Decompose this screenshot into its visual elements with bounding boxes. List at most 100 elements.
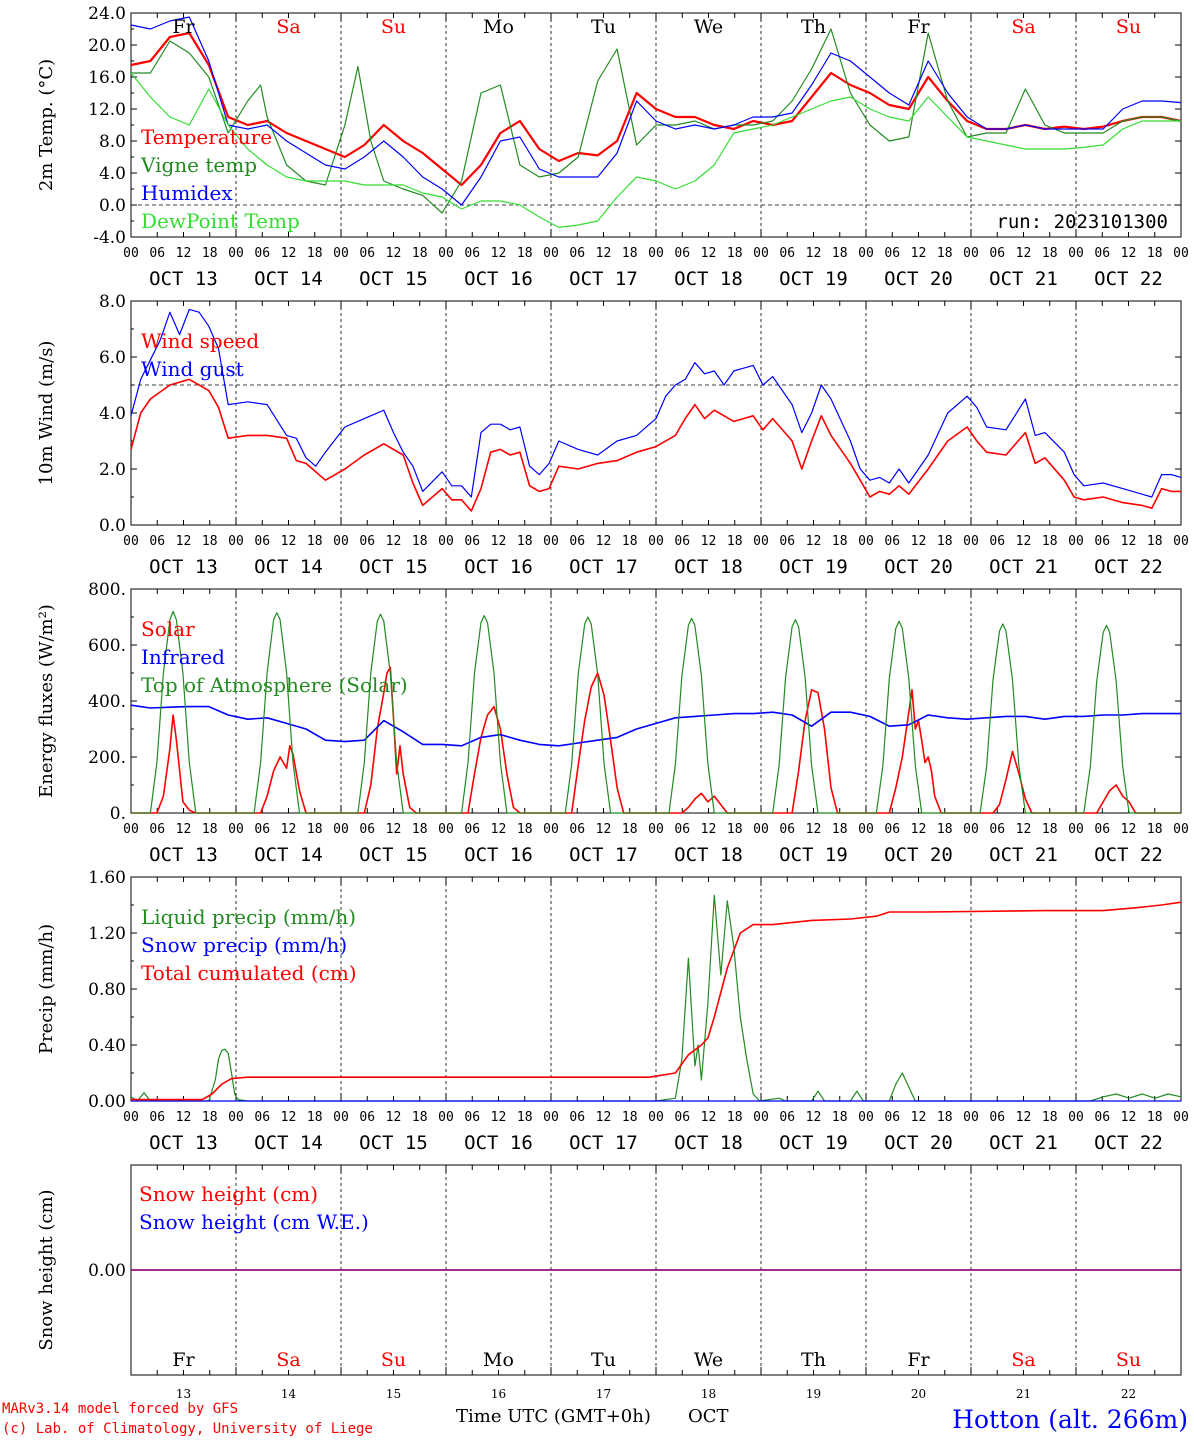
hour-tick-label: 00	[963, 246, 979, 261]
weekday-label: We	[694, 1349, 723, 1371]
copyright: (c) Lab. of Climatology, University of L…	[2, 1421, 373, 1437]
hour-tick-label: 18	[517, 534, 533, 549]
hour-tick-label: 00	[858, 534, 874, 549]
y-tick-label: 0.0	[99, 196, 126, 216]
series-line-vigne-temp	[131, 28, 1182, 214]
weekday-label: Tu	[591, 1349, 616, 1371]
panel-1: -4.0 0.0 4.0 8.0 12.0 16.0 20.0 24.0 2m Temp. (°…	[36, 4, 1189, 290]
hour-tick-label: 18	[307, 822, 323, 837]
hour-tick-label: 06	[779, 534, 795, 549]
x-axis-label: Time UTC (GMT+0h)	[456, 1406, 651, 1427]
hour-tick-label: 00	[1173, 1110, 1189, 1125]
hour-tick-label: 12	[176, 534, 192, 549]
hour-tick-label: 00	[1068, 1110, 1084, 1125]
date-label: OCT 21	[989, 556, 1058, 578]
date-label: OCT 20	[884, 556, 953, 578]
hour-tick-label: 12	[911, 246, 927, 261]
legend-entry: Liquid precip (mm/h)	[141, 905, 356, 929]
panel-4: 0.00 0.40 0.80 1.20 1.60 Precip (mm/h) 00 06 12 1…	[36, 868, 1189, 1154]
station-label: Hotton (alt. 266m)	[952, 1405, 1188, 1434]
hour-tick-label: 12	[386, 822, 402, 837]
date-label: OCT 17	[569, 1132, 638, 1154]
hour-tick-label: 00	[753, 534, 769, 549]
hour-tick-label: 06	[359, 534, 375, 549]
weekday-label: Su	[381, 1349, 406, 1371]
hour-tick-label: 00	[963, 822, 979, 837]
date-label: OCT 22	[1094, 844, 1163, 866]
weekday-label: Su	[1116, 1349, 1141, 1371]
hour-tick-label: 18	[517, 246, 533, 261]
hour-tick-label: 00	[228, 1110, 244, 1125]
hour-tick-label: 00	[438, 822, 454, 837]
date-label: OCT 21	[989, 844, 1058, 866]
weekday-label: We	[694, 16, 723, 38]
hour-tick-label: 00	[1068, 246, 1084, 261]
hour-tick-label: 00	[543, 534, 559, 549]
series-line-top-of-atmosphere-solar-	[131, 610, 1181, 814]
hour-tick-label: 12	[701, 246, 717, 261]
series-line-solar	[131, 666, 1181, 814]
legend-entry: Infrared	[141, 645, 225, 669]
hour-tick-label: 06	[149, 534, 165, 549]
date-label: OCT 15	[359, 1132, 428, 1154]
date-label: OCT 14	[254, 844, 323, 866]
hour-tick-label: 18	[937, 822, 953, 837]
weekday-label: Fr	[172, 16, 195, 38]
hour-tick-label: 18	[202, 1110, 218, 1125]
series-line-humidex	[130, 16, 1182, 206]
hour-tick-label: 06	[359, 1110, 375, 1125]
y-tick-label: 12.0	[88, 100, 126, 120]
hour-tick-label: 12	[491, 822, 507, 837]
hour-tick-label: 06	[989, 534, 1005, 549]
hour-tick-label: 12	[596, 1110, 612, 1125]
hour-tick-label: 06	[359, 822, 375, 837]
hour-tick-label: 00	[123, 1110, 139, 1125]
hour-tick-label: 12	[596, 534, 612, 549]
date-label: OCT 18	[674, 844, 743, 866]
hour-tick-label: 00	[648, 246, 664, 261]
hour-tick-label: 12	[1016, 534, 1032, 549]
hour-tick-label: 18	[727, 534, 743, 549]
weekday-label: Th	[801, 16, 826, 38]
y-axis-label: Precip (mm/h)	[36, 924, 57, 1054]
y-tick-label: 600.	[88, 636, 126, 656]
hour-tick-label: 06	[569, 1110, 585, 1125]
hour-tick-label: 06	[569, 822, 585, 837]
hour-tick-label: 00	[1068, 534, 1084, 549]
hour-tick-label: 06	[254, 534, 270, 549]
date-label: OCT 15	[359, 844, 428, 866]
series-line-wind-speed	[130, 378, 1181, 512]
hour-tick-label: 12	[1016, 822, 1032, 837]
hour-tick-label: 12	[281, 822, 297, 837]
series-line-infrared	[130, 704, 1181, 747]
hour-tick-label: 06	[989, 1110, 1005, 1125]
hour-tick-label: 18	[937, 1110, 953, 1125]
hour-tick-label: 18	[412, 822, 428, 837]
y-tick-label: -4.0	[93, 228, 126, 248]
weekday-label: Su	[381, 16, 406, 38]
date-label: OCT 17	[569, 556, 638, 578]
legend-entry: Total cumulated (cm)	[141, 961, 357, 985]
date-label: OCT 19	[779, 268, 848, 290]
legend-entry: Vigne temp	[140, 153, 257, 177]
weekday-label: Mo	[483, 16, 514, 38]
hour-tick-label: 12	[806, 534, 822, 549]
day-number: 21	[1016, 1387, 1031, 1401]
date-label: OCT 22	[1094, 268, 1163, 290]
y-tick-label: 400.	[88, 692, 126, 712]
hour-tick-label: 18	[937, 534, 953, 549]
date-label: OCT 14	[254, 556, 323, 578]
date-label: OCT 13	[149, 844, 218, 866]
y-tick-label: 6.0	[99, 348, 126, 368]
hour-tick-label: 00	[333, 822, 349, 837]
hour-tick-label: 00	[1068, 822, 1084, 837]
hour-tick-label: 00	[858, 1110, 874, 1125]
hour-tick-label: 18	[832, 246, 848, 261]
hour-tick-label: 06	[464, 246, 480, 261]
hour-tick-label: 06	[149, 246, 165, 261]
legend-entry: Snow precip (mm/h)	[141, 933, 347, 957]
date-label: OCT 19	[779, 1132, 848, 1154]
panels: -4.0 0.0 4.0 8.0 12.0 16.0 20.0 24.0 2m Temp. (°…	[36, 4, 1189, 1401]
date-label: OCT 22	[1094, 556, 1163, 578]
